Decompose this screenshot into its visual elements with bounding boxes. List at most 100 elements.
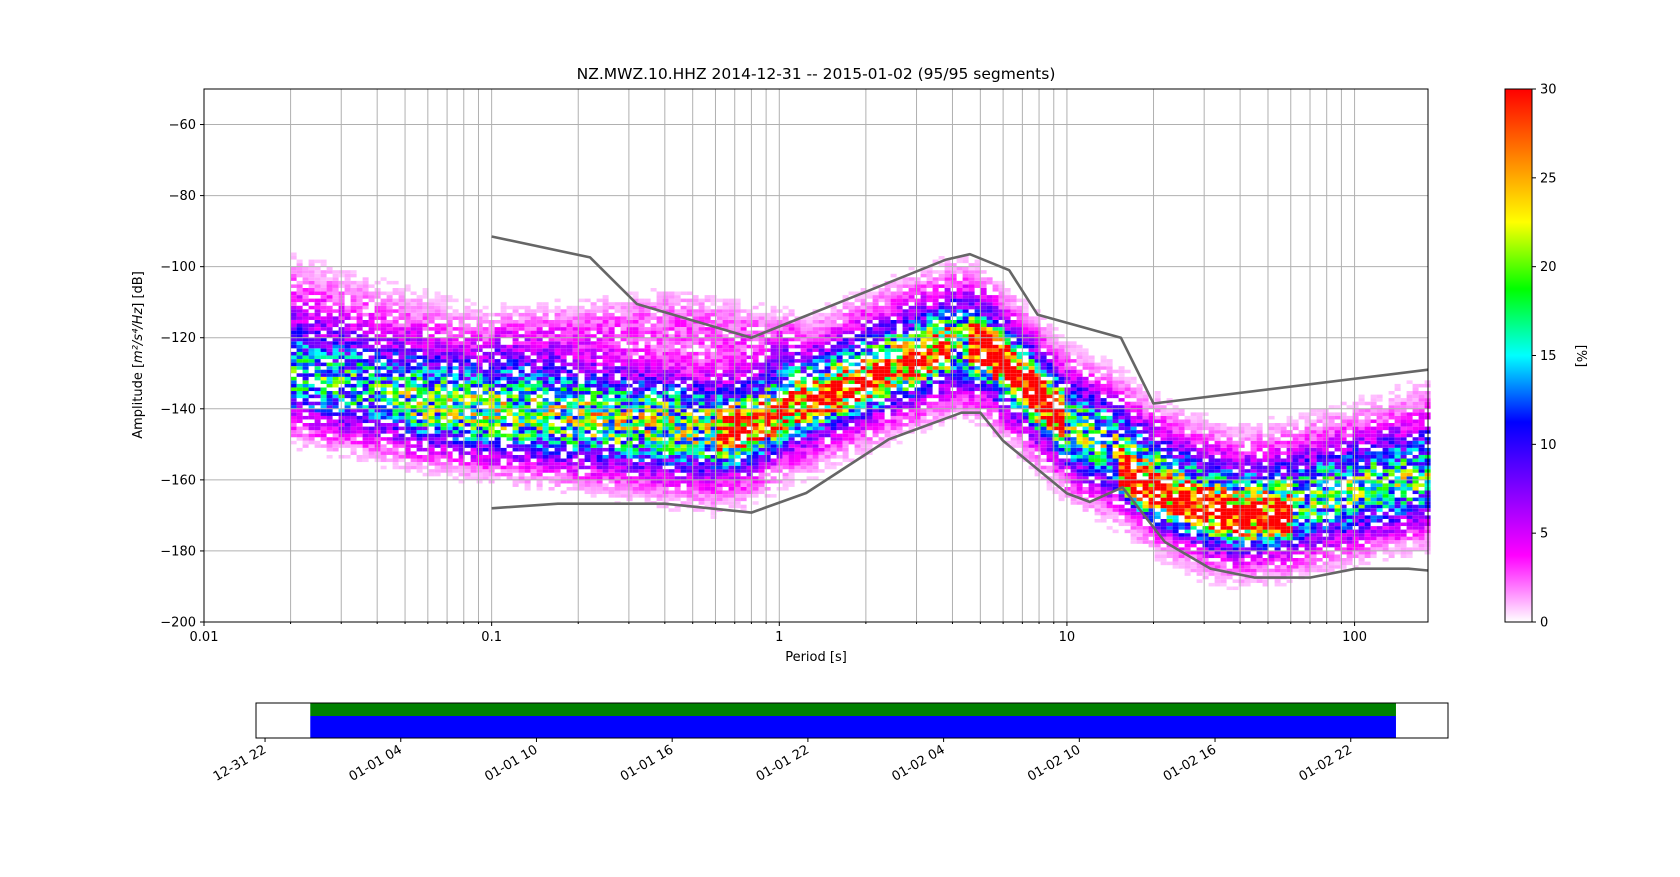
density-cell: [308, 415, 315, 420]
density-cell: [812, 451, 819, 455]
density-cell: [524, 451, 531, 455]
density-cell: [908, 280, 915, 285]
density-cell: [740, 476, 747, 480]
density-cell: [704, 472, 711, 477]
density-cell: [740, 415, 747, 420]
density-cell: [428, 316, 435, 320]
density-cell: [518, 305, 525, 310]
density-cell: [650, 351, 657, 356]
density-cell: [530, 359, 537, 363]
density-cell: [434, 391, 441, 395]
density-cell: [440, 426, 447, 431]
density-cell: [812, 359, 819, 363]
density-cell: [344, 291, 351, 296]
density-cell: [710, 437, 717, 441]
density-cell: [650, 316, 657, 320]
density-cell: [722, 430, 729, 434]
density-cell: [536, 316, 543, 320]
density-cell: [680, 323, 687, 328]
density-cell: [710, 355, 717, 360]
density-cell: [578, 447, 585, 452]
density-cell: [770, 462, 777, 466]
density-cell: [716, 455, 723, 459]
density-cell: [692, 487, 699, 491]
density-cell: [302, 348, 309, 352]
density-cell: [518, 472, 525, 477]
density-cell: [296, 273, 303, 278]
density-cell: [644, 430, 651, 434]
density-cell: [332, 320, 339, 324]
density-cell: [386, 447, 393, 452]
density-cell: [596, 415, 603, 420]
density-cell: [608, 494, 615, 498]
density-cell: [818, 330, 825, 335]
density-cell: [716, 362, 723, 367]
density-cell: [356, 455, 363, 459]
density-cell: [668, 387, 675, 392]
density-cell: [728, 320, 735, 324]
density-cell: [470, 380, 477, 384]
density-cell: [884, 394, 891, 399]
density-cell: [326, 291, 333, 296]
density-cell: [302, 387, 309, 392]
density-cell: [344, 273, 351, 278]
density-cell: [644, 419, 651, 424]
density-cell: [296, 312, 303, 317]
density-cell: [830, 405, 837, 409]
density-cell: [746, 369, 753, 374]
density-cell: [590, 369, 597, 374]
density-cell: [326, 351, 333, 356]
density-cell: [428, 433, 435, 438]
density-cell: [860, 330, 867, 335]
density-cell: [626, 494, 633, 498]
density-cell: [812, 440, 819, 445]
density-cell: [548, 387, 555, 392]
density-cell: [482, 387, 489, 392]
density-cell: [554, 376, 561, 381]
density-cell: [872, 373, 879, 377]
density-cell: [590, 380, 597, 384]
density-cell: [440, 405, 447, 409]
density-cell: [716, 298, 723, 303]
density-cell: [368, 323, 375, 328]
density-cell: [908, 376, 915, 381]
density-cell: [584, 376, 591, 381]
density-cell: [398, 401, 405, 406]
density-cell: [470, 394, 477, 399]
density-cell: [890, 273, 897, 278]
density-cell: [674, 366, 681, 370]
density-cell: [422, 419, 429, 424]
density-cell: [320, 348, 327, 352]
density-cell: [680, 369, 687, 374]
density-cell: [332, 391, 339, 395]
density-cell: [824, 316, 831, 320]
density-cell: [362, 312, 369, 317]
density-cell: [452, 309, 459, 313]
density-cell: [380, 316, 387, 320]
density-cell: [536, 419, 543, 424]
density-cell: [866, 316, 873, 320]
density-cell: [710, 472, 717, 477]
density-cell: [770, 405, 777, 409]
density-cell: [620, 423, 627, 427]
density-cell: [704, 387, 711, 392]
density-cell: [524, 391, 531, 395]
density-cell: [656, 490, 663, 495]
density-cell: [308, 437, 315, 441]
density-cell: [878, 316, 885, 320]
density-cell: [722, 433, 729, 438]
density-cell: [548, 327, 555, 331]
density-cell: [758, 483, 765, 487]
density-cell: [512, 348, 519, 352]
density-cell: [512, 430, 519, 434]
density-cell: [344, 405, 351, 409]
density-cell: [884, 430, 891, 434]
density-cell: [620, 362, 627, 367]
density-cell: [368, 376, 375, 381]
density-cell: [626, 383, 633, 388]
density-cell: [440, 387, 447, 392]
density-cell: [548, 341, 555, 345]
density-cell: [362, 291, 369, 296]
density-cell: [638, 312, 645, 317]
density-cell: [860, 288, 867, 292]
